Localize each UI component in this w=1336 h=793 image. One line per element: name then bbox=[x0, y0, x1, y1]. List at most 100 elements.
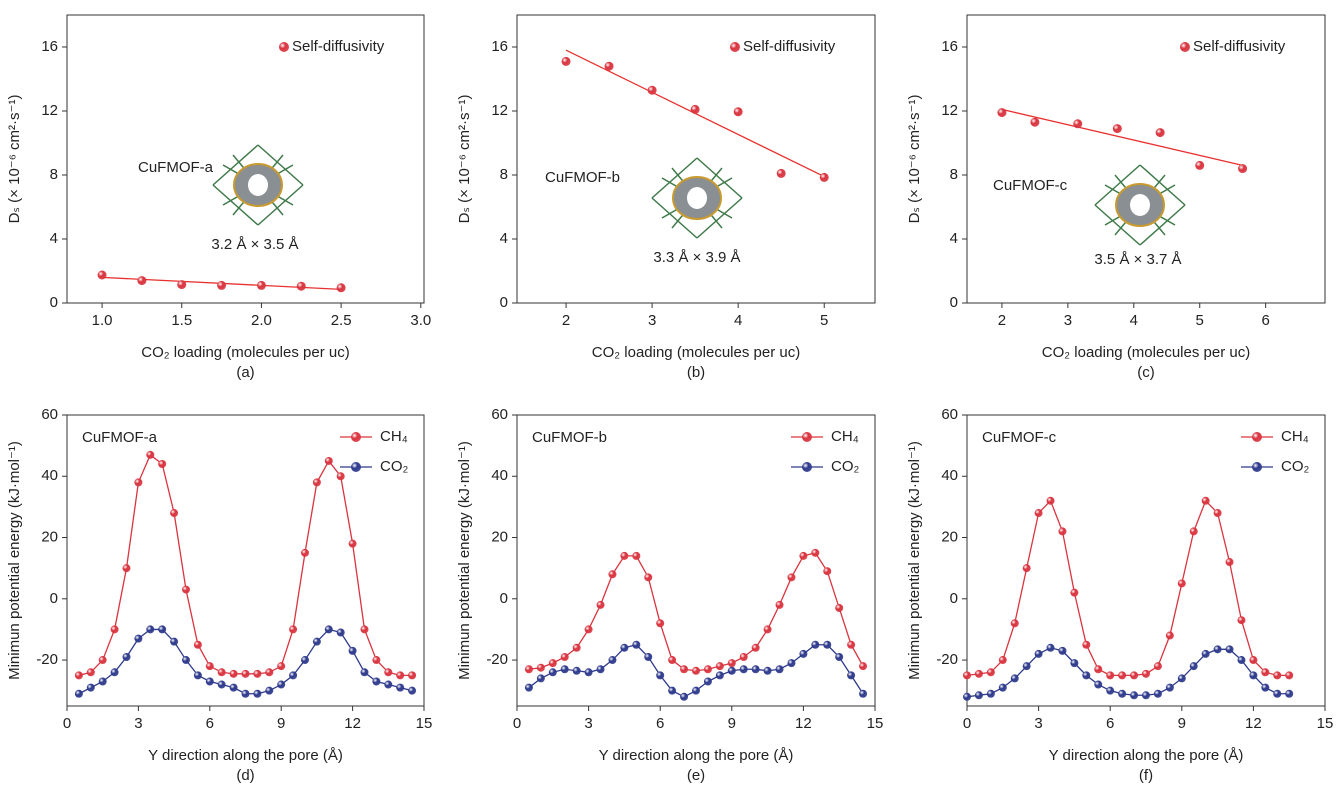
data-point bbox=[1165, 683, 1174, 692]
data-point bbox=[217, 668, 226, 677]
data-point bbox=[1073, 119, 1083, 129]
y-tick-label: 0 bbox=[950, 590, 958, 607]
y-tick-label: 12 bbox=[491, 102, 508, 119]
data-point bbox=[776, 168, 786, 178]
data-point bbox=[859, 689, 868, 698]
data-point bbox=[680, 692, 689, 701]
data-point bbox=[1153, 689, 1162, 698]
y-tick-label: 40 bbox=[491, 467, 508, 484]
y-tick-label: 4 bbox=[50, 230, 58, 247]
data-point bbox=[1261, 668, 1270, 677]
annotation: CuFMOF-c bbox=[982, 429, 1057, 446]
data-point bbox=[1177, 579, 1186, 588]
x-tick-label: 6 bbox=[1106, 715, 1114, 732]
annotation: CuFMOF-b bbox=[532, 429, 607, 446]
data-point bbox=[572, 643, 581, 652]
data-point bbox=[1155, 128, 1165, 138]
y-tick-label: -20 bbox=[36, 651, 58, 668]
data-point bbox=[727, 659, 736, 668]
data-point bbox=[847, 671, 856, 680]
x-axis-title: CO₂ loading (molecules per uc) bbox=[141, 344, 349, 361]
data-point bbox=[1153, 662, 1162, 671]
data-point bbox=[1070, 659, 1079, 668]
y-tick-label: 0 bbox=[500, 294, 508, 311]
data-point bbox=[177, 280, 187, 290]
data-point bbox=[1070, 588, 1079, 597]
framework-bond bbox=[1139, 204, 1186, 246]
data-point bbox=[205, 662, 214, 671]
data-point bbox=[644, 652, 653, 661]
data-point bbox=[763, 666, 772, 675]
data-point bbox=[608, 570, 617, 579]
framework-bond bbox=[212, 184, 259, 226]
pore-opening bbox=[248, 174, 268, 196]
data-point bbox=[241, 689, 250, 698]
y-tick-label: 60 bbox=[491, 406, 508, 423]
data-point bbox=[289, 625, 298, 634]
data-point bbox=[74, 671, 83, 680]
legend-marker bbox=[1252, 432, 1262, 442]
x-tick-label: 4 bbox=[1130, 312, 1138, 329]
y-tick-label: 8 bbox=[950, 166, 958, 183]
x-tick-label: 6 bbox=[656, 715, 664, 732]
data-point bbox=[1201, 496, 1210, 505]
x-tick-label: 6 bbox=[1261, 312, 1269, 329]
framework-bond bbox=[1094, 164, 1141, 206]
data-point bbox=[596, 600, 605, 609]
x-tick-label: 2 bbox=[998, 312, 1006, 329]
data-point bbox=[1130, 671, 1139, 680]
data-point bbox=[859, 662, 868, 671]
data-point bbox=[98, 656, 107, 665]
data-point bbox=[596, 665, 605, 674]
legend-label: CO₂ bbox=[1281, 458, 1310, 475]
data-point bbox=[584, 668, 593, 677]
data-point bbox=[1030, 117, 1040, 127]
y-tick-label: 12 bbox=[941, 102, 958, 119]
y-tick-label: 20 bbox=[41, 528, 58, 545]
data-point bbox=[1213, 509, 1222, 518]
data-point bbox=[787, 659, 796, 668]
x-tick-label: 3 bbox=[1064, 312, 1072, 329]
y-tick-label: 0 bbox=[950, 294, 958, 311]
data-point bbox=[715, 662, 724, 671]
legend-marker bbox=[1180, 42, 1190, 52]
framework-bond bbox=[257, 144, 304, 186]
data-point bbox=[384, 680, 393, 689]
series-line bbox=[966, 499, 1290, 677]
y-tick-label: 8 bbox=[500, 166, 508, 183]
data-point bbox=[561, 56, 571, 66]
y-axis-title: Minimun potential energy (kJ·mol⁻¹) bbox=[456, 441, 473, 680]
x-tick-label: 9 bbox=[1178, 715, 1186, 732]
annotation: 3.2 Å × 3.5 Å bbox=[211, 236, 298, 253]
data-point bbox=[1094, 680, 1103, 689]
data-point bbox=[1010, 619, 1019, 628]
data-point bbox=[847, 640, 856, 649]
data-point bbox=[692, 686, 700, 695]
data-point bbox=[229, 683, 238, 692]
series-line bbox=[966, 647, 1290, 698]
data-point bbox=[98, 677, 107, 686]
data-point bbox=[1225, 645, 1234, 654]
x-tick-label: 12 bbox=[1245, 715, 1262, 732]
data-point bbox=[1189, 662, 1198, 671]
data-point bbox=[1177, 674, 1186, 683]
data-point bbox=[998, 683, 1007, 692]
legend-marker bbox=[730, 42, 740, 52]
data-point bbox=[146, 450, 155, 459]
y-tick-label: 16 bbox=[941, 38, 958, 55]
data-point bbox=[86, 683, 95, 692]
x-tick-label: 12 bbox=[344, 715, 361, 732]
y-tick-label: 0 bbox=[50, 294, 58, 311]
data-point bbox=[811, 640, 820, 649]
data-point bbox=[644, 573, 653, 582]
x-tick-label: 3 bbox=[134, 715, 142, 732]
data-point bbox=[1273, 689, 1282, 698]
x-tick-label: 2.0 bbox=[251, 312, 272, 329]
data-point bbox=[548, 659, 557, 668]
annotation: CuFMOF-c bbox=[993, 177, 1068, 194]
data-point bbox=[86, 668, 95, 677]
data-point bbox=[122, 652, 131, 661]
legend-label: Self-diffusivity bbox=[292, 38, 385, 55]
legend-marker bbox=[351, 462, 361, 472]
